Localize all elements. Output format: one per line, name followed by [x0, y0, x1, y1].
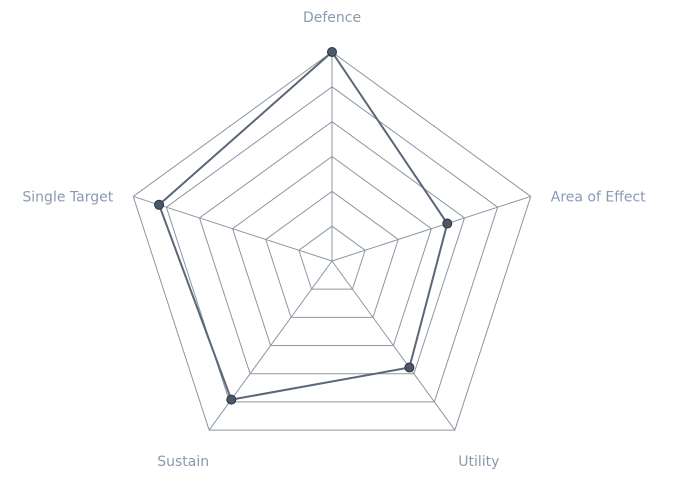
series-0-polygon [158, 51, 449, 401]
radar-grid [132, 51, 532, 431]
data-point-single-target[interactable] [154, 199, 165, 210]
data-point-utility[interactable] [404, 362, 415, 373]
grid-spoke-area-of-effect [331, 195, 531, 262]
grid-ring-4 [198, 121, 466, 375]
grid-ring-5 [165, 86, 499, 403]
radar-series-layer [154, 47, 453, 405]
axis-label-utility: Utility [458, 454, 499, 470]
grid-spoke-utility [331, 260, 456, 431]
axis-label-area-of-effect: Area of Effect [551, 189, 646, 205]
data-point-defence[interactable] [327, 47, 337, 57]
grid-ring-1 [298, 225, 366, 290]
radar-axis-labels: Defence Area of Effect Utility Sustain Singl… [22, 10, 646, 470]
grid-spoke-single-target [133, 195, 333, 262]
grid-ring-2 [265, 190, 399, 318]
grid-ring-6 [132, 51, 532, 431]
axis-label-defence: Defence [303, 10, 361, 26]
data-point-area-of-effect[interactable] [442, 218, 453, 229]
data-point-sustain[interactable] [226, 394, 237, 405]
grid-ring-3 [232, 155, 432, 347]
axis-label-single-target: Single Target [22, 189, 113, 205]
axis-label-sustain: Sustain [157, 454, 209, 470]
